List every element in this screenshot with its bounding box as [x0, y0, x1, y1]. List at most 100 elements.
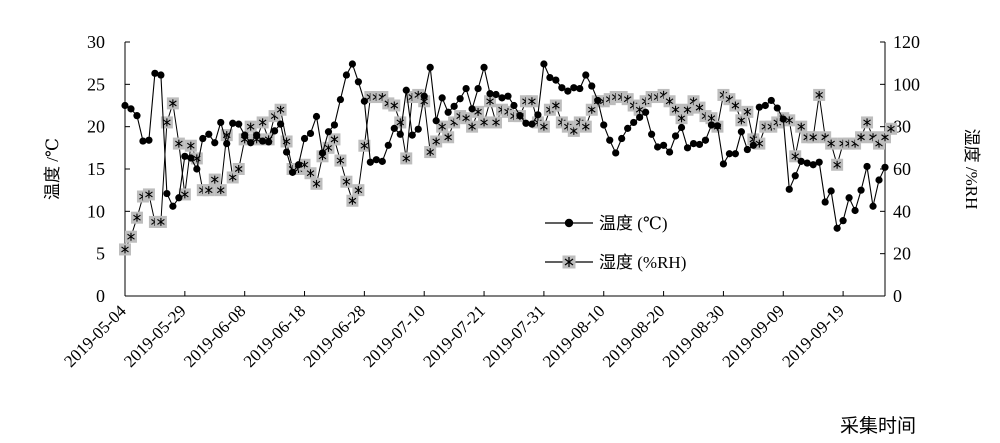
temperature-point: [540, 60, 548, 68]
temperature-point: [462, 84, 470, 93]
humidity-point-cross: [234, 165, 243, 173]
temperature-point: [330, 121, 339, 129]
temperature-point: [504, 92, 512, 100]
temperature-point: [731, 150, 739, 158]
temperature-point: [300, 134, 309, 143]
humidity-point-cross: [216, 186, 225, 195]
temperature-point: [648, 130, 656, 138]
humidity-point-cross: [552, 101, 560, 110]
temperature-point: [486, 90, 494, 98]
temperature-point: [803, 159, 811, 167]
humidity-point-cross: [785, 116, 794, 125]
temperature-point: [217, 118, 225, 127]
humidity-point-cross: [432, 137, 441, 146]
y-left-tick-label: 10: [87, 201, 105, 221]
temperature-point: [223, 140, 231, 148]
x-tick-label: 2019-07-31: [479, 301, 549, 371]
temperature-point: [163, 189, 171, 198]
temperature-point: [528, 120, 536, 128]
temperature-point: [821, 198, 829, 206]
temperature-point: [145, 136, 153, 144]
humidity-point-cross: [163, 118, 171, 127]
humidity-point-cross: [175, 139, 183, 148]
x-axis-label: 采集时间: [840, 415, 916, 437]
temperature-point: [773, 104, 781, 112]
temperature-point: [761, 101, 769, 110]
temperature-point: [857, 186, 865, 194]
temperature-point: [636, 113, 644, 121]
humidity-point-cross: [127, 232, 135, 241]
temperature-point: [276, 120, 285, 128]
humidity-point-cross: [330, 135, 339, 144]
humidity-point-cross: [157, 217, 165, 226]
temperature-point: [438, 94, 446, 102]
humidity-point-cross: [833, 160, 841, 169]
temperature-point: [229, 119, 237, 127]
temperature-point: [701, 136, 710, 144]
humidity-point-cross: [169, 99, 177, 108]
temperature-point: [809, 161, 817, 169]
temperature-point: [612, 149, 620, 157]
temperature-point: [606, 136, 614, 144]
temperature-point: [480, 63, 488, 71]
temperature-point: [827, 187, 835, 195]
temperature-point: [253, 131, 261, 139]
temperature-point: [510, 101, 518, 110]
temperature-point: [576, 84, 584, 93]
temperature-point: [360, 97, 368, 105]
x-tick-label: 2019-06-28: [300, 301, 370, 371]
temperature-point: [653, 143, 662, 151]
x-tick-label: 2019-09-19: [778, 301, 848, 371]
humidity-point-cross: [887, 124, 895, 133]
y-left-tick-label: 5: [96, 244, 105, 264]
temperature-point: [282, 148, 291, 156]
humidity-point-cross: [486, 97, 494, 106]
temperature-point: [271, 127, 279, 135]
x-tick-label: 2019-09-09: [719, 301, 789, 371]
temperature-point: [749, 141, 757, 149]
temperature-point: [211, 139, 219, 147]
temperature-point: [241, 131, 249, 139]
temperature-point: [552, 76, 560, 84]
temperature-point: [312, 112, 321, 121]
temperature-point: [677, 123, 686, 132]
series-temperature: [121, 60, 889, 232]
humidity-point-cross: [336, 156, 345, 165]
legend-item-humidity: 湿度 (%RH): [545, 253, 686, 272]
humidity-point-cross: [438, 122, 446, 131]
temperature-point: [851, 206, 859, 215]
temperature-point: [151, 69, 159, 77]
temperature-point: [707, 121, 716, 129]
temperature-point: [456, 95, 464, 103]
humidity-point-cross: [755, 139, 764, 148]
y-right-tick-label: 60: [893, 159, 911, 179]
x-tick-label: 2019-07-21: [419, 301, 489, 371]
humidity-point-cross: [827, 139, 835, 148]
temperature-point: [133, 112, 141, 120]
humidity-point-cross: [246, 122, 255, 131]
temperature-point: [342, 71, 351, 79]
temperature-point: [546, 73, 554, 82]
humidity-point-cross: [528, 97, 536, 106]
temperature-point: [181, 152, 189, 160]
x-tick-label: 2019-08-30: [659, 301, 729, 371]
temperature-point: [845, 194, 853, 202]
temperature-point: [797, 157, 805, 165]
humidity-point-cross: [797, 122, 806, 131]
temperature-point: [713, 122, 722, 130]
temperature-point: [199, 134, 207, 143]
legend-humidity-label: 湿度 (%RH): [599, 253, 686, 272]
temperature-point: [755, 103, 763, 111]
humidity-point-cross: [402, 154, 411, 163]
y-left-tick-label: 15: [87, 159, 105, 179]
humidity-point-cross: [181, 190, 189, 199]
temperature-point: [402, 86, 410, 94]
x-tick-label: 2019-06-18: [240, 301, 310, 371]
temperature-point: [600, 121, 608, 129]
humidity-point-cross: [187, 141, 195, 150]
temperature-point: [193, 165, 201, 173]
y-right-tick-label: 20: [893, 244, 911, 264]
x-tick-label: 2019-07-10: [360, 301, 430, 371]
temperature-point: [689, 140, 698, 148]
temperature-point: [833, 224, 841, 232]
